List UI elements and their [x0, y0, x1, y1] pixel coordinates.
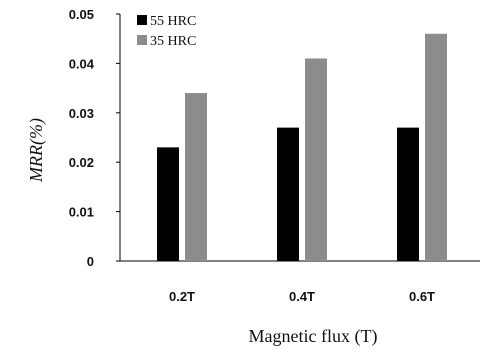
legend-swatch-35hrc — [137, 35, 147, 45]
y-tick-label: 0.03 — [69, 106, 94, 121]
legend: 55 HRC 35 HRC — [137, 14, 196, 49]
y-axis-title: MRR(%) — [26, 118, 47, 183]
y-axis-ticks: 0 0.01 0.02 0.03 0.04 0.05 — [69, 7, 120, 269]
legend-swatch-55hrc — [137, 15, 147, 25]
bars-group — [157, 33, 447, 262]
bar-55-hrc-0.6t — [397, 127, 419, 262]
legend-label-35hrc: 35 HRC — [150, 34, 196, 49]
bar-55-hrc-0.4t — [277, 127, 299, 262]
y-tick-label: 0.01 — [69, 205, 94, 220]
bar-55-hrc-0.2t — [157, 147, 179, 261]
bar-35-hrc-0.4t — [305, 58, 327, 262]
bar-35-hrc-0.2t — [185, 93, 207, 261]
y-tick-label: 0.05 — [69, 7, 94, 22]
x-tick-label: 0.2T — [169, 289, 195, 304]
x-axis-title: Magnetic flux (T) — [249, 326, 378, 347]
y-tick-label: 0.04 — [69, 56, 95, 71]
legend-label-55hrc: 55 HRC — [150, 14, 196, 29]
x-axis-ticks: 0.2T 0.4T 0.6T — [169, 289, 435, 304]
y-tick-label: 0 — [87, 254, 94, 269]
x-tick-label: 0.6T — [409, 289, 435, 304]
y-tick-label: 0.02 — [69, 155, 94, 170]
bar-35-hrc-0.6t — [425, 33, 447, 262]
x-tick-label: 0.4T — [289, 289, 315, 304]
